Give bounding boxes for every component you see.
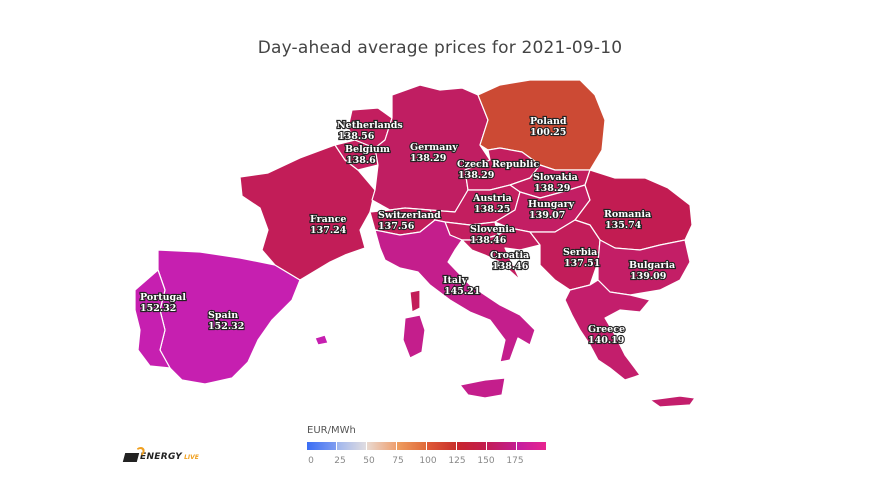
country-greece[interactable]	[564, 279, 651, 381]
country-croatia[interactable]	[461, 227, 541, 281]
legend-tick: 50	[363, 456, 375, 466]
label-slovenia-name: Slovenia	[470, 224, 515, 235]
label-italy-name: Italy	[443, 275, 468, 286]
label-romania-value: 135.74	[605, 220, 642, 231]
label-spain-value: 152.32	[208, 321, 244, 332]
legend-segment	[427, 442, 457, 450]
label-belgium-name: Belgium	[345, 144, 390, 155]
legend-segment	[517, 442, 547, 450]
legend-segment	[397, 442, 427, 450]
country-italy-sicily[interactable]	[459, 377, 506, 399]
legend-tick: 150	[477, 456, 495, 466]
label-hungary-name: Hungary	[528, 199, 575, 210]
label-germany-value: 138.29	[410, 153, 447, 164]
legend-segment	[307, 442, 337, 450]
label-croatia-name: Croatia	[490, 250, 529, 261]
label-portugal-value: 152.32	[140, 303, 176, 314]
legend-tick: 125	[448, 456, 466, 466]
label-switzerland-name: Switzerland	[378, 210, 441, 221]
label-spain-name: Spain	[208, 310, 238, 321]
legend-segment	[337, 442, 367, 450]
label-germany-name: Germany	[410, 142, 458, 153]
label-slovakia-value: 138.29	[534, 183, 571, 194]
label-france-name: France	[310, 214, 346, 225]
logo-suffix: LIVE	[184, 453, 199, 461]
label-belgium-value: 138.6	[346, 155, 376, 166]
label-bulgaria-name: Bulgaria	[629, 260, 675, 271]
legend-tick: 75	[392, 456, 404, 466]
legend-tick: 25	[334, 456, 346, 466]
label-portugal-name: Portugal	[140, 292, 186, 303]
label-switzerland-value: 137.56	[378, 221, 415, 232]
country-italy-sardinia[interactable]	[402, 314, 426, 359]
legend-tick: 100	[419, 456, 437, 466]
label-greece-value: 140.19	[588, 335, 625, 346]
label-romania-name: Romania	[604, 209, 651, 220]
legend-color-bar	[307, 442, 547, 450]
label-serbia-value: 137.51	[564, 258, 600, 269]
label-france-value: 137.24	[310, 225, 347, 236]
label-hungary-value: 139.07	[529, 210, 565, 221]
legend-tick: 175	[506, 456, 524, 466]
label-czech-value: 138.29	[458, 170, 495, 181]
map-labels: Netherlands 138.56 Belgium 138.6 Germany…	[139, 115, 676, 347]
label-netherlands-value: 138.56	[338, 131, 375, 142]
country-france-corsica[interactable]	[409, 289, 421, 313]
label-greece-name: Greece	[588, 324, 625, 335]
legend-segment	[487, 442, 517, 450]
label-austria-value: 138.25	[474, 204, 510, 215]
label-italy-value: 145.21	[444, 286, 480, 297]
legend-tick: 0	[308, 456, 314, 466]
signal-icon	[122, 452, 140, 462]
country-spain-balearic[interactable]	[314, 334, 329, 346]
label-netherlands-name: Netherlands	[337, 120, 403, 131]
legend-ticks: 0 25 50 75 100 125 150 175	[307, 456, 547, 470]
energylive-logo: ENERGY LIVE	[122, 452, 199, 462]
legend-segment	[367, 442, 397, 450]
legend-segment	[457, 442, 487, 450]
label-bulgaria-value: 139.09	[630, 271, 667, 282]
label-austria-name: Austria	[472, 193, 512, 204]
country-portugal[interactable]	[134, 269, 171, 369]
chart-title: Day-ahead average prices for 2021-09-10	[257, 38, 623, 58]
label-poland-name: Poland	[530, 116, 567, 127]
color-legend: EUR/MWh 0 25 50 75 100 125 150 175	[307, 425, 547, 470]
legend-unit: EUR/MWh	[307, 425, 356, 436]
label-slovenia-value: 138.46	[470, 235, 507, 246]
label-croatia-value: 138.46	[492, 261, 529, 272]
country-italy[interactable]	[374, 219, 536, 363]
label-czech-name: Czech Republic	[457, 159, 539, 170]
label-poland-value: 100.25	[530, 127, 566, 138]
label-slovakia-name: Slovakia	[533, 172, 578, 183]
country-greece-crete[interactable]	[649, 395, 696, 408]
country-serbia[interactable]	[529, 219, 601, 291]
label-serbia-name: Serbia	[563, 247, 597, 258]
logo-brand: ENERGY	[140, 452, 183, 462]
